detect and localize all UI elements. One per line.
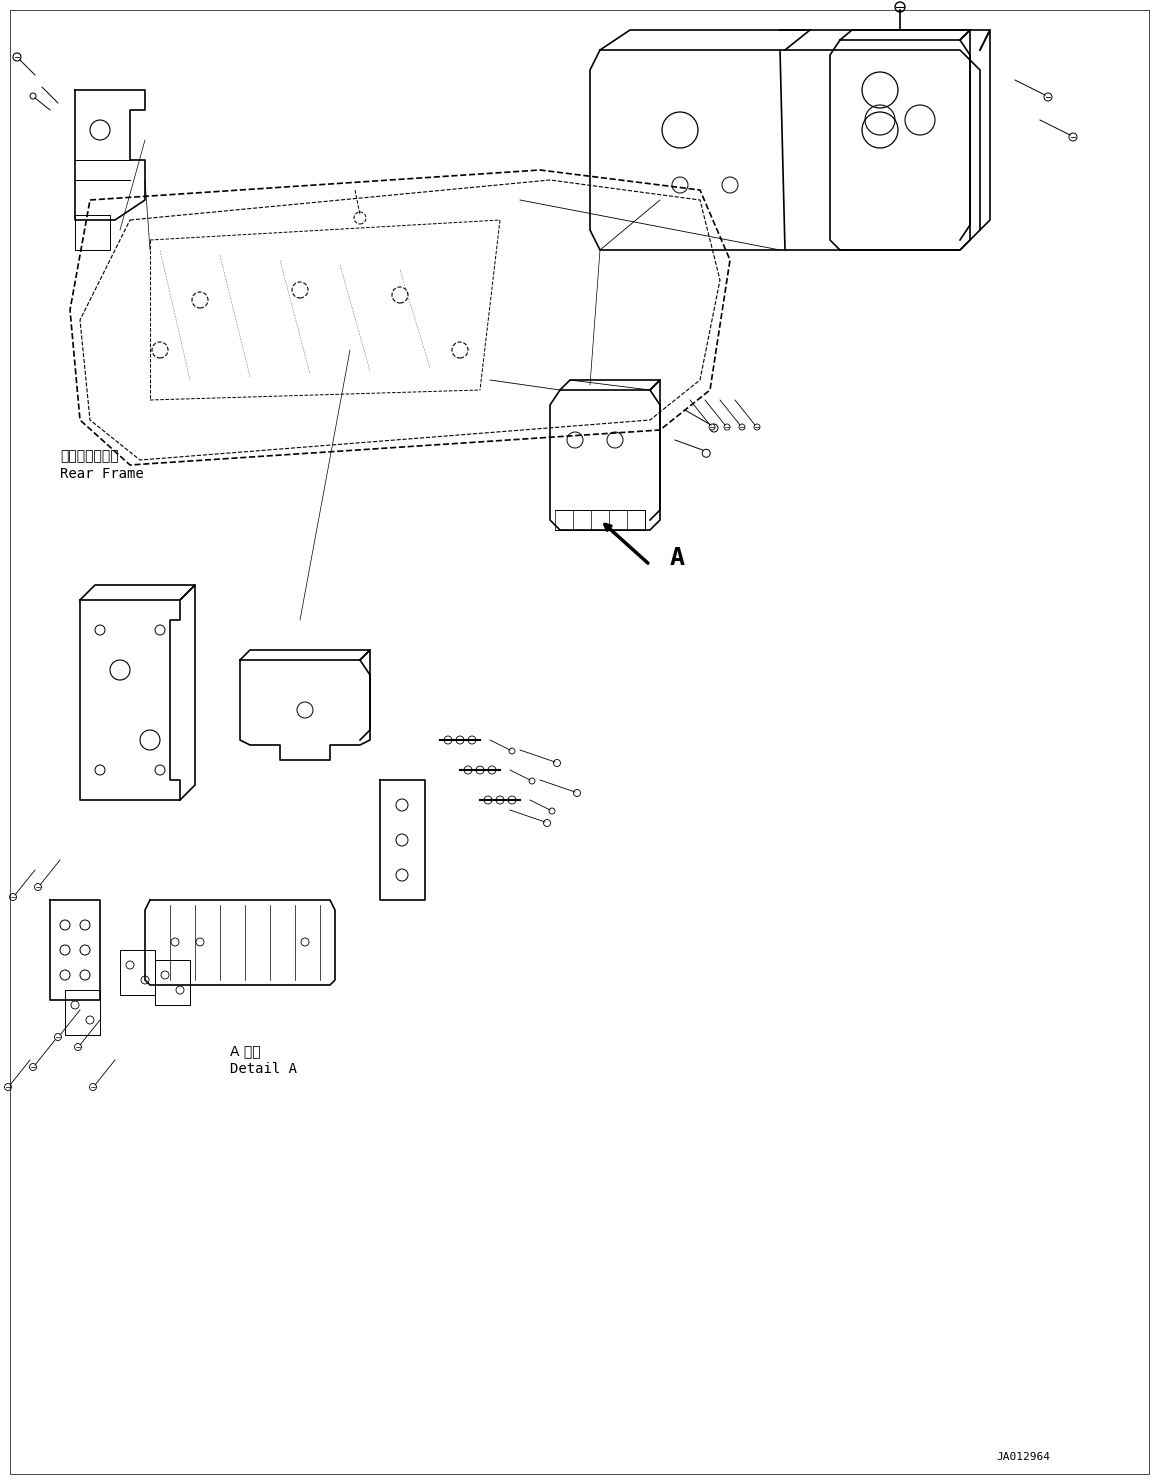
Circle shape: [709, 424, 715, 430]
Circle shape: [755, 424, 760, 430]
Text: Detail A: Detail A: [229, 1063, 297, 1076]
Text: A: A: [670, 546, 685, 570]
Circle shape: [74, 1043, 81, 1051]
Circle shape: [29, 1064, 36, 1070]
Circle shape: [724, 424, 730, 430]
Circle shape: [549, 807, 555, 815]
Circle shape: [739, 424, 745, 430]
Circle shape: [710, 424, 717, 432]
Text: リヤーフレーム: リヤーフレーム: [60, 450, 118, 463]
Text: A 詳細: A 詳細: [229, 1045, 261, 1058]
Circle shape: [5, 1083, 12, 1091]
Circle shape: [529, 778, 535, 784]
Circle shape: [9, 893, 16, 901]
Circle shape: [1044, 93, 1052, 101]
Text: Rear Frame: Rear Frame: [60, 467, 144, 481]
Circle shape: [13, 53, 21, 61]
Circle shape: [509, 748, 515, 754]
Circle shape: [702, 450, 710, 457]
Text: JA012964: JA012964: [996, 1451, 1050, 1462]
Circle shape: [554, 760, 561, 767]
Circle shape: [544, 819, 551, 827]
Circle shape: [895, 1, 905, 12]
Circle shape: [54, 1033, 61, 1040]
Circle shape: [89, 1083, 96, 1091]
Circle shape: [35, 883, 42, 890]
Circle shape: [30, 93, 36, 99]
Circle shape: [574, 789, 581, 797]
Circle shape: [1069, 134, 1077, 141]
